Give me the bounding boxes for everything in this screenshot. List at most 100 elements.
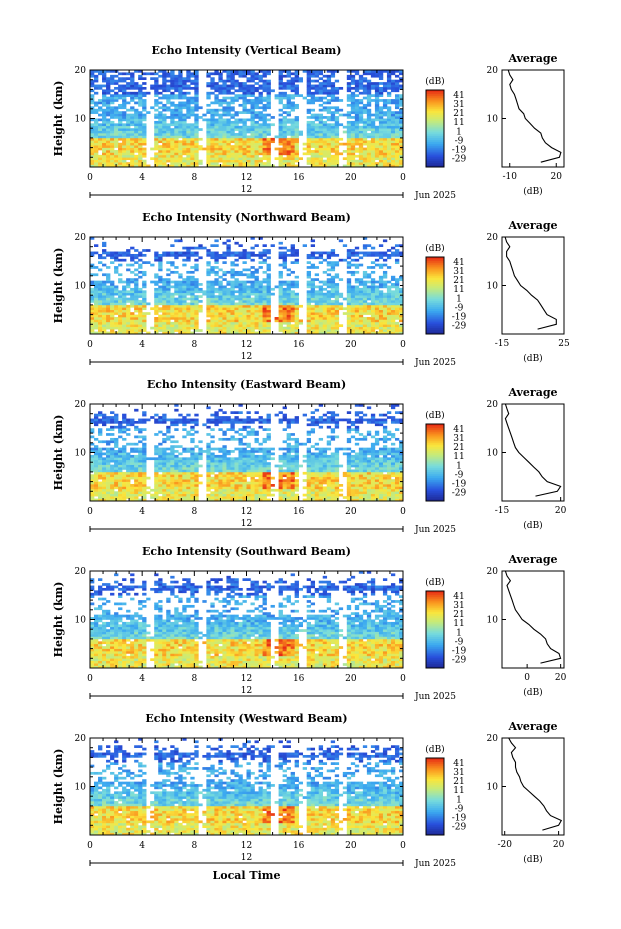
heatmap-cell xyxy=(358,128,364,131)
heatmap-cell xyxy=(130,319,135,323)
heatmap-cell xyxy=(330,82,336,85)
heatmap-cell xyxy=(166,321,171,325)
heatmap-cell xyxy=(178,324,183,328)
heatmap-cell xyxy=(374,280,380,284)
heatmap-cell xyxy=(282,314,287,318)
heatmap-cell xyxy=(350,309,356,313)
heatmap-cell xyxy=(390,154,396,158)
heatmap-cell xyxy=(362,79,368,83)
heatmap-cell xyxy=(390,253,396,257)
heatmap-cell xyxy=(242,74,247,78)
heatmap-cell xyxy=(386,319,392,323)
heatmap-cell xyxy=(362,486,368,490)
heatmap-cell xyxy=(322,108,328,112)
heatmap-cell xyxy=(98,162,103,165)
profile-line xyxy=(507,69,562,163)
heatmap-cell xyxy=(282,317,287,320)
heatmap-cell xyxy=(262,304,267,308)
heatmap-cell xyxy=(354,292,360,296)
heatmap-cell xyxy=(370,74,376,78)
heatmap-cell xyxy=(394,249,400,252)
heatmap-cell xyxy=(166,302,171,306)
heatmap-cell xyxy=(170,154,175,158)
heatmap-cell xyxy=(218,79,223,83)
heatmap-cell xyxy=(358,498,364,502)
heatmap-cell xyxy=(290,307,295,311)
heatmap-cell xyxy=(306,147,311,151)
heatmap-cell xyxy=(362,142,368,146)
heatmap-cell xyxy=(222,253,227,257)
heatmap-cell xyxy=(114,302,119,306)
heatmap-cell xyxy=(242,106,247,110)
heatmap-cell xyxy=(218,108,223,112)
heatmap-cell xyxy=(342,258,348,262)
heatmap-cell xyxy=(94,77,99,80)
heatmap-cell xyxy=(226,244,231,247)
heatmap-cell xyxy=(362,152,368,156)
heatmap-cell xyxy=(174,152,179,156)
heatmap-cell xyxy=(126,120,131,124)
heatmap-cell xyxy=(218,312,223,315)
heatmap-cell xyxy=(306,99,311,102)
heatmap-cell xyxy=(170,159,175,163)
heatmap-cell xyxy=(354,84,360,88)
heatmap-cell xyxy=(94,74,99,78)
heatmap-cell xyxy=(98,123,103,127)
heatmap-cell xyxy=(218,116,223,119)
heatmap-cell xyxy=(398,142,404,146)
heatmap-cell xyxy=(142,152,147,156)
heatmap-cell xyxy=(394,111,400,114)
heatmap-cell xyxy=(326,331,332,335)
heatmap-cell xyxy=(154,484,159,487)
heatmap-cell xyxy=(218,140,223,144)
heatmap-cell xyxy=(142,319,147,323)
heatmap-cell xyxy=(290,304,295,308)
heatmap-cell xyxy=(358,116,364,119)
heatmap-cell xyxy=(162,137,167,141)
heatmap-cell xyxy=(166,135,171,139)
heatmap-cell xyxy=(294,94,299,97)
heatmap-cell xyxy=(346,82,352,85)
heatmap-cell xyxy=(386,145,392,148)
heatmap-cell xyxy=(162,82,167,85)
colorbar-swatch xyxy=(426,266,444,269)
heatmap-cell xyxy=(170,309,175,313)
heatmap-cell xyxy=(262,103,267,107)
heatmap-cell xyxy=(102,70,107,73)
heatmap-cell xyxy=(90,496,95,499)
heatmap-cell xyxy=(214,290,219,294)
heatmap-cell xyxy=(102,251,107,255)
heatmap-cell xyxy=(230,164,235,168)
heatmap-cell xyxy=(106,493,111,497)
heatmap-cell xyxy=(238,145,243,148)
heatmap-cell xyxy=(154,251,159,255)
heatmap-cell xyxy=(386,266,392,269)
heatmap-cell xyxy=(178,133,183,136)
heatmap-cell xyxy=(346,292,352,296)
heatmap-cell xyxy=(210,118,215,122)
heatmap-cell xyxy=(218,488,223,492)
heatmap-cell xyxy=(326,321,332,325)
heatmap-cell xyxy=(246,268,251,272)
heatmap-cell xyxy=(258,331,263,335)
heatmap-cell xyxy=(318,91,324,95)
heatmap-cell xyxy=(162,297,167,301)
heatmap-cell xyxy=(394,128,400,131)
heatmap-cell xyxy=(278,292,283,296)
heatmap-cell xyxy=(110,493,115,497)
heatmap-cell xyxy=(130,496,135,499)
heatmap-cell xyxy=(230,113,235,117)
heatmap-cell xyxy=(318,326,324,330)
heatmap-cell xyxy=(306,484,311,487)
heatmap-cell xyxy=(338,295,344,298)
heatmap-cell xyxy=(178,125,183,129)
heatmap-cell xyxy=(90,486,95,490)
heatmap-cell xyxy=(178,304,183,308)
heatmap-cell xyxy=(250,91,255,95)
colorbar-swatch xyxy=(426,262,444,266)
heatmap-cell xyxy=(206,164,211,168)
heatmap-cell xyxy=(134,159,139,163)
heatmap-cell xyxy=(162,290,167,294)
heatmap-cell xyxy=(254,82,259,85)
heatmap-cell xyxy=(142,91,147,95)
